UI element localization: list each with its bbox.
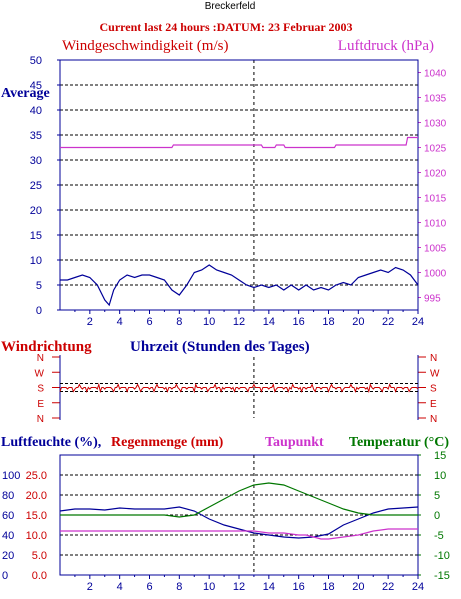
wind-tick-label: 40 [30, 105, 42, 117]
temperature-tick-label: 15 [434, 450, 446, 462]
wind-tick-label: 15 [30, 230, 42, 242]
temperature-tick-label: -15 [434, 570, 450, 582]
hour-tick-label: 24 [412, 316, 424, 328]
temperature-series [60, 482, 418, 518]
wind-tick-label: 50 [30, 55, 42, 67]
wind-speed-axis-label: Windgeschwindigkeit (m/s) [62, 38, 228, 54]
wind-tick-label: 20 [30, 205, 42, 217]
humidity-series [59, 506, 419, 539]
pressure-tick-label: 1035 [424, 94, 447, 105]
temperature-tick-label: -10 [434, 550, 450, 562]
direction-tick-label: N [37, 353, 44, 364]
direction-tick-label: N [430, 414, 437, 425]
station-name: Breckerfeld [205, 1, 256, 12]
direction-tick-label: W [35, 368, 45, 379]
wind-direction-panel: N NW WS SE EN N [35, 353, 440, 425]
hour-tick-label: 6 [146, 316, 152, 328]
rain-tick-label: 5.0 [32, 550, 47, 562]
humidity-legend: Luftfeuchte (%), [1, 435, 101, 450]
hour-tick-label: 22 [382, 581, 394, 593]
rain-legend: Regenmenge (mm) [111, 435, 224, 450]
rain-tick-label: 0.0 [32, 570, 47, 582]
direction-tick-label: W [430, 368, 440, 379]
humidity-tick-label: 80 [2, 490, 14, 502]
chart-subtitle: Current last 24 hours :DATUM: 23 Februar… [100, 20, 353, 34]
wind-tick-label: 30 [30, 155, 42, 167]
hour-tick-label: 18 [322, 316, 334, 328]
temperature-legend: Temperatur (°C) [349, 435, 449, 450]
hour-tick-label: 10 [203, 316, 215, 328]
rain-tick-label: 10.0 [26, 530, 47, 542]
direction-tick-label: N [37, 414, 44, 425]
hour-tick-label: 14 [263, 581, 275, 593]
hour-tick-label: 20 [352, 581, 364, 593]
hour-tick-label: 8 [176, 316, 182, 328]
rain-tick-label: 20.0 [26, 490, 47, 502]
hour-tick-label: 8 [176, 581, 182, 593]
humidity-tick-label: 20 [2, 550, 14, 562]
humidity-tick-label: 100 [2, 470, 20, 482]
hour-tick-label: 10 [203, 581, 215, 593]
hour-tick-label: 16 [293, 581, 305, 593]
pressure-tick-label: 1015 [424, 194, 447, 205]
plot-frame [59, 59, 419, 311]
average-label: Average [1, 86, 50, 101]
hour-tick-label: 16 [293, 316, 305, 328]
hour-tick-label: 22 [382, 316, 394, 328]
temperature-tick-label: 5 [434, 490, 440, 502]
direction-tick-label: E [37, 399, 44, 410]
wind-tick-label: 5 [36, 280, 42, 292]
hour-tick-label: 12 [233, 581, 245, 593]
pressure-tick-label: 1025 [424, 144, 447, 155]
temperature-tick-label: -5 [434, 530, 444, 542]
pressure-tick-label: 1020 [424, 169, 447, 180]
hour-tick-label: 2 [87, 581, 93, 593]
humidity-tick-label: 40 [2, 530, 14, 542]
dewpoint-series [60, 528, 418, 540]
humidity-temperature-panel: -15 -10 -5 0 5 10 15 0 0.0 20 5.0 40 10.0 60 15.0 80 20.… [2, 450, 450, 593]
direction-tick-label: S [37, 384, 44, 395]
dewpoint-legend: Taupunkt [265, 435, 324, 450]
rain-tick-label: 25.0 [26, 470, 47, 482]
hour-tick-label: 4 [117, 581, 123, 593]
hours-label: Uhrzeit (Stunden des Tages) [130, 339, 310, 355]
wind-speed-series [60, 264, 419, 307]
wind-tick-label: 35 [30, 130, 42, 142]
direction-tick-label: S [430, 384, 437, 395]
pressure-tick-label: 1010 [424, 219, 447, 230]
wind-direction-label: Windrichtung [1, 339, 92, 355]
wind-tick-label: 45 [30, 80, 42, 92]
hour-tick-label: 24 [412, 581, 424, 593]
pressure-tick-label: 1040 [424, 69, 447, 80]
pressure-series [60, 136, 418, 149]
hour-tick-label: 14 [263, 316, 275, 328]
wind-tick-label: 0 [36, 305, 42, 317]
wind-tick-label: 25 [30, 180, 42, 192]
hour-tick-label: 20 [352, 316, 364, 328]
wind-tick-label: 10 [30, 255, 42, 267]
hour-tick-label: 2 [87, 316, 93, 328]
pressure-tick-label: 995 [424, 294, 441, 305]
direction-tick-label: E [430, 399, 437, 410]
temperature-tick-label: 10 [434, 470, 446, 482]
wind-pressure-panel: 0510152025303540455099510001005101010151… [30, 55, 447, 328]
hour-tick-label: 6 [146, 581, 152, 593]
pressure-axis-label: Luftdruck (hPa) [338, 38, 434, 54]
rain-tick-label: 15.0 [26, 510, 47, 522]
temperature-tick-label: 0 [434, 510, 440, 522]
hour-tick-label: 4 [117, 316, 123, 328]
pressure-tick-label: 1005 [424, 244, 447, 255]
pressure-tick-label: 1030 [424, 119, 447, 130]
wind-direction-series [59, 382, 419, 394]
humidity-tick-label: 60 [2, 510, 14, 522]
hour-tick-label: 18 [322, 581, 334, 593]
pressure-tick-label: 1000 [424, 269, 447, 280]
humidity-tick-label: 0 [2, 570, 8, 582]
direction-tick-label: N [430, 353, 437, 364]
hour-tick-label: 12 [233, 316, 245, 328]
